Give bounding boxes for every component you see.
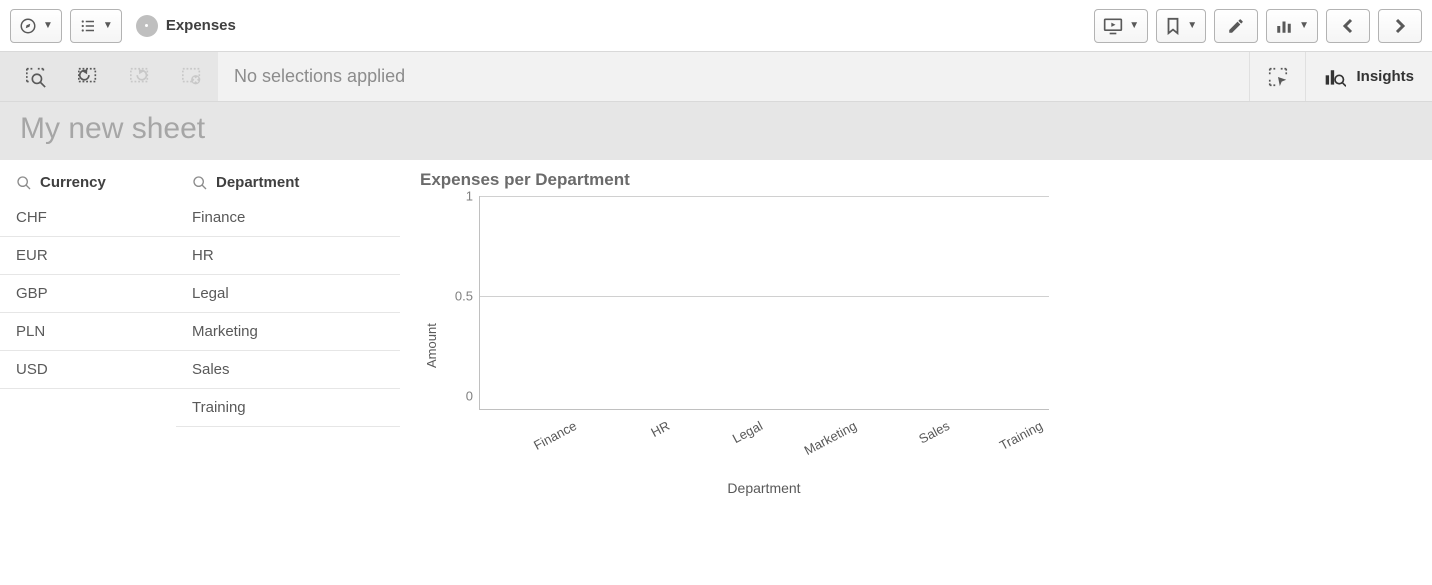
chart-y-ticks: 00.51	[443, 196, 479, 396]
pencil-icon	[1227, 17, 1245, 35]
play-monitor-icon	[1103, 17, 1123, 35]
step-back-button[interactable]	[62, 53, 114, 101]
selection-bar: No selections applied Insights	[0, 52, 1432, 102]
sheet-title: My new sheet	[20, 112, 1412, 146]
chart-y-label: Amount	[420, 196, 443, 496]
filter-title: Currency	[40, 174, 106, 191]
sheet-title-bar: My new sheet	[0, 102, 1432, 160]
filter-item[interactable]: Sales	[176, 351, 400, 389]
y-tick-label: 0	[466, 389, 473, 404]
x-tick-label: Sales	[916, 418, 952, 447]
compass-icon	[19, 17, 37, 35]
bar-chart-icon	[1275, 17, 1293, 35]
filter-title: Department	[216, 174, 299, 191]
navigate-button[interactable]: ▼	[10, 9, 62, 43]
prev-sheet-button[interactable]	[1326, 9, 1370, 43]
chart-plot	[479, 196, 1049, 410]
chevron-down-icon: ▼	[1129, 20, 1139, 31]
bookmarks-button[interactable]: ▼	[1156, 9, 1206, 43]
filter-item[interactable]: Finance	[176, 199, 400, 237]
chart-x-label: Department	[479, 480, 1049, 496]
x-tick-label: Training	[997, 418, 1045, 453]
chart-x-ticks: Finance HR Legal Marketing Sales Training	[531, 410, 1091, 480]
chevron-down-icon: ▼	[43, 20, 53, 31]
filter-header-department[interactable]: Department	[176, 170, 400, 199]
chevron-left-icon	[1342, 18, 1354, 34]
selections-status-text: No selections applied	[234, 66, 405, 87]
list-icon	[79, 17, 97, 35]
bookmark-icon	[1165, 17, 1181, 35]
filter-pane-currency: Currency CHFEURGBPPLNUSD	[0, 160, 176, 583]
filter-item[interactable]: HR	[176, 237, 400, 275]
chevron-down-icon: ▼	[1187, 20, 1197, 31]
filter-item[interactable]: Training	[176, 389, 400, 427]
chevron-right-icon	[1394, 18, 1406, 34]
filter-pane-department: Department FinanceHRLegalMarketingSalesT…	[176, 160, 400, 583]
filter-header-currency[interactable]: Currency	[0, 170, 176, 199]
filter-item[interactable]: Legal	[176, 275, 400, 313]
top-toolbar: ▼ ▼ Expenses ▼	[0, 0, 1432, 52]
filter-item[interactable]: USD	[0, 351, 176, 389]
x-tick-label: Marketing	[801, 418, 858, 458]
x-tick-label: Finance	[531, 418, 579, 453]
sheet-content: Currency CHFEURGBPPLNUSD Department Fina…	[0, 160, 1432, 583]
insights-icon	[1324, 67, 1346, 87]
filter-item[interactable]: EUR	[0, 237, 176, 275]
chevron-down-icon: ▼	[103, 20, 113, 31]
chevron-down-icon: ▼	[1299, 20, 1309, 31]
step-forward-button	[114, 53, 166, 101]
x-tick-label: Legal	[730, 418, 765, 446]
y-tick-label: 0.5	[455, 289, 473, 304]
smart-search-button[interactable]	[10, 53, 62, 101]
storytelling-button[interactable]: ▼	[1094, 9, 1148, 43]
edit-button[interactable]	[1214, 9, 1258, 43]
assets-button[interactable]: ▼	[70, 9, 122, 43]
x-tick-label: HR	[648, 418, 672, 440]
filter-item[interactable]: CHF	[0, 199, 176, 237]
app-title-area: Expenses	[136, 15, 236, 37]
search-icon	[192, 175, 208, 191]
y-tick-label: 1	[466, 189, 473, 204]
sheets-button[interactable]: ▼	[1266, 9, 1318, 43]
filter-item[interactable]: PLN	[0, 313, 176, 351]
filter-item[interactable]: GBP	[0, 275, 176, 313]
insights-label: Insights	[1356, 68, 1414, 85]
search-icon	[16, 175, 32, 191]
chart-area: Expenses per Department Amount 00.51 Fin…	[400, 160, 1432, 583]
app-title: Expenses	[166, 17, 236, 34]
insights-button[interactable]: Insights	[1305, 52, 1432, 101]
selections-status: No selections applied	[218, 52, 1249, 101]
clear-selections-button	[166, 53, 218, 101]
next-sheet-button[interactable]	[1378, 9, 1422, 43]
chart-title: Expenses per Department	[420, 170, 1412, 190]
filter-item[interactable]: Marketing	[176, 313, 400, 351]
selections-tool-button[interactable]	[1249, 52, 1305, 101]
app-icon	[136, 15, 158, 37]
